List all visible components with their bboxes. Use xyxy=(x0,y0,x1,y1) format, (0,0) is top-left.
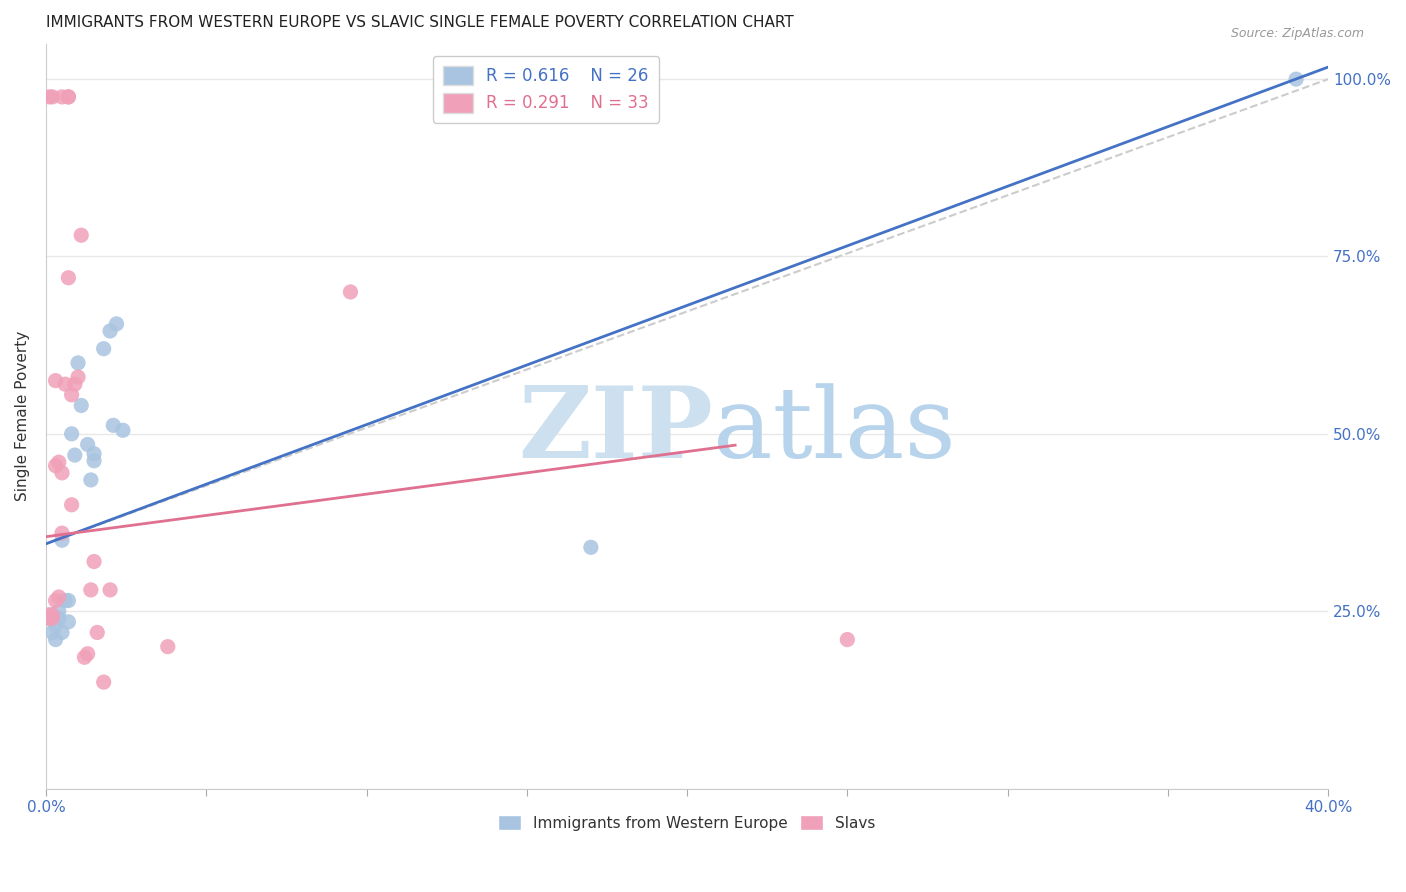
Point xyxy=(80,473,103,487)
Point xyxy=(38,611,60,625)
Point xyxy=(58,270,80,285)
Point xyxy=(579,541,602,555)
Point xyxy=(53,593,76,607)
Point xyxy=(38,90,60,104)
Point xyxy=(86,625,108,640)
Point xyxy=(837,632,859,647)
Point xyxy=(45,593,67,607)
Point xyxy=(41,611,63,625)
Point xyxy=(38,611,60,625)
Point xyxy=(51,625,73,640)
Point xyxy=(60,498,83,512)
Text: atlas: atlas xyxy=(713,383,956,479)
Point xyxy=(76,647,98,661)
Point xyxy=(48,611,70,625)
Point xyxy=(76,437,98,451)
Point xyxy=(80,582,103,597)
Point xyxy=(58,593,80,607)
Point xyxy=(63,448,86,462)
Point xyxy=(38,607,60,622)
Point xyxy=(83,447,105,461)
Text: Source: ZipAtlas.com: Source: ZipAtlas.com xyxy=(1230,27,1364,40)
Point xyxy=(83,454,105,468)
Point xyxy=(98,582,121,597)
Point xyxy=(41,90,63,104)
Point xyxy=(66,356,89,370)
Point xyxy=(73,650,96,665)
Point xyxy=(105,317,128,331)
Point xyxy=(48,455,70,469)
Point xyxy=(111,423,134,437)
Point xyxy=(156,640,179,654)
Point xyxy=(45,458,67,473)
Point xyxy=(51,466,73,480)
Point xyxy=(51,533,73,548)
Point xyxy=(58,615,80,629)
Point xyxy=(93,675,115,690)
Point xyxy=(45,618,67,632)
Point xyxy=(60,426,83,441)
Point xyxy=(83,555,105,569)
Point xyxy=(98,324,121,338)
Point xyxy=(51,90,73,104)
Point xyxy=(66,370,89,384)
Point xyxy=(51,526,73,541)
Point xyxy=(58,90,80,104)
Legend: Immigrants from Western Europe, Slavs: Immigrants from Western Europe, Slavs xyxy=(492,808,882,837)
Point xyxy=(41,625,63,640)
Point xyxy=(339,285,361,299)
Point xyxy=(53,377,76,392)
Point xyxy=(41,607,63,622)
Point xyxy=(70,228,93,243)
Y-axis label: Single Female Poverty: Single Female Poverty xyxy=(15,331,30,501)
Point xyxy=(1285,72,1308,87)
Point xyxy=(58,90,80,104)
Point xyxy=(103,418,125,433)
Text: ZIP: ZIP xyxy=(517,383,713,480)
Point xyxy=(63,377,86,392)
Point xyxy=(70,399,93,413)
Point xyxy=(60,388,83,402)
Text: IMMIGRANTS FROM WESTERN EUROPE VS SLAVIC SINGLE FEMALE POVERTY CORRELATION CHART: IMMIGRANTS FROM WESTERN EUROPE VS SLAVIC… xyxy=(46,15,794,30)
Point xyxy=(93,342,115,356)
Point xyxy=(45,632,67,647)
Point xyxy=(48,604,70,618)
Point xyxy=(45,374,67,388)
Point xyxy=(48,590,70,604)
